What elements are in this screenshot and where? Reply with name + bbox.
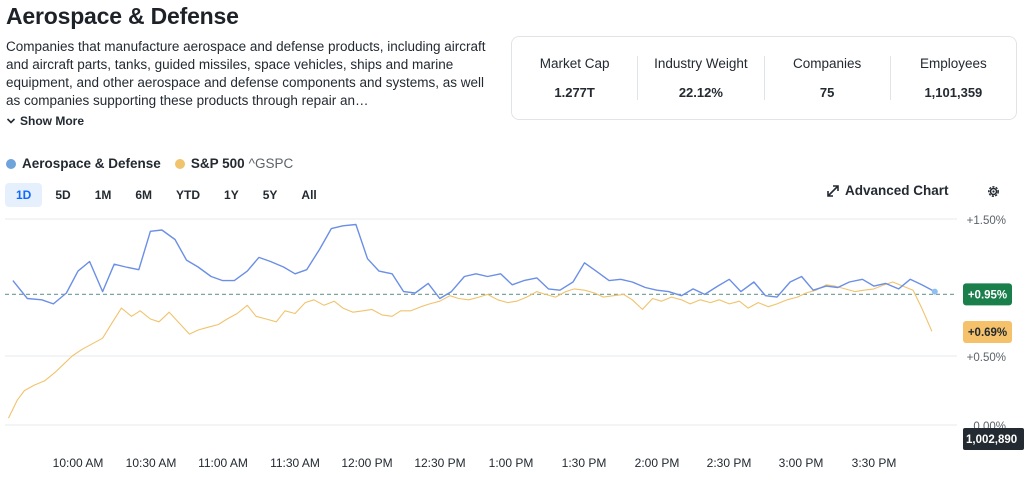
stat-industry-weight: Industry Weight 22.12%: [638, 56, 765, 100]
x-tick-label: 11:30 AM: [270, 456, 320, 470]
legend-sector-label: Aerospace & Defense: [22, 156, 161, 171]
stat-label: Companies: [792, 56, 862, 71]
stats-panel: Market Cap 1.277T Industry Weight 22.12%…: [511, 36, 1017, 120]
gear-icon[interactable]: [986, 184, 1001, 199]
stat-market-cap: Market Cap 1.277T: [512, 56, 639, 100]
legend-item-sector[interactable]: Aerospace & Defense: [6, 156, 161, 171]
stat-label: Market Cap: [539, 56, 610, 71]
range-selector: 1D 5D 1M 6M YTD 1Y 5Y All: [5, 183, 330, 207]
advanced-chart-label: Advanced Chart: [845, 183, 949, 198]
industry-description: Companies that manufacture aerospace and…: [6, 39, 486, 108]
range-ytd[interactable]: YTD: [176, 188, 201, 202]
sp500-line: [8, 281, 933, 419]
sector-line: [12, 223, 936, 305]
index-badge-bg: [963, 320, 1012, 343]
x-tick-label: 1:00 PM: [489, 456, 534, 470]
x-tick-label: 2:00 PM: [635, 456, 680, 470]
index-badge: +0.69%: [968, 327, 1007, 339]
legend-index-symbol: ^GSPC: [248, 156, 294, 171]
x-tick-label: 11:00 AM: [198, 456, 248, 470]
stat-value: 75: [819, 85, 835, 100]
range-all[interactable]: All: [301, 188, 317, 202]
index-dot-icon: [174, 158, 185, 169]
stat-value: 22.12%: [678, 85, 723, 100]
stat-value: 1.277T: [554, 85, 595, 100]
advanced-chart-button[interactable]: Advanced Chart: [827, 183, 949, 198]
y-tick-label: +1.50%: [967, 215, 1006, 227]
x-tick-label: 2:30 PM: [707, 456, 752, 470]
sector-dot-icon: [6, 158, 16, 169]
x-tick-label: 3:00 PM: [779, 456, 824, 470]
range-6m[interactable]: 6M: [135, 188, 153, 202]
x-tick-label: 12:30 PM: [414, 456, 465, 470]
stat-label: Employees: [919, 56, 987, 71]
stat-label: Industry Weight: [654, 56, 748, 71]
range-1y[interactable]: 1Y: [224, 188, 239, 202]
volume-badge: 1,002,890: [966, 434, 1017, 446]
sector-badge-bg: [963, 283, 1012, 306]
range-5d[interactable]: 5D: [55, 188, 71, 202]
stat-employees: Employees 1,101,359: [891, 56, 1016, 100]
stat-value: 1,101,359: [924, 85, 983, 100]
sector-end-dot: [931, 288, 938, 295]
range-5y[interactable]: 5Y: [262, 188, 278, 202]
legend-index-label: S&P 500: [190, 156, 245, 171]
volume-badge-bg: [963, 428, 1024, 450]
x-tick-label: 3:30 PM: [852, 456, 897, 470]
expand-arrows-icon: [827, 184, 839, 197]
range-1d[interactable]: 1D: [5, 183, 43, 207]
x-tick-label: 10:30 AM: [126, 456, 177, 470]
chart-legend: Aerospace & Defense S&P 500 ^GSPC: [6, 156, 307, 171]
stat-companies: Companies 75: [765, 56, 891, 100]
x-tick-label: 10:00 AM: [53, 456, 104, 470]
sector-badge: +0.95%: [968, 289, 1007, 301]
x-tick-label: 1:30 PM: [562, 456, 607, 470]
show-more-button[interactable]: Show More: [6, 114, 84, 128]
page-title: Aerospace & Defense: [6, 3, 239, 29]
price-chart[interactable]: +1.50%+0.50%0.00%10:00 AM 10:30 AM 11:00 A…: [0, 210, 1024, 477]
chevron-down-icon: [6, 118, 16, 124]
x-tick-label: 12:00 PM: [341, 456, 392, 470]
legend-item-index[interactable]: S&P 500 ^GSPC: [174, 156, 294, 171]
show-more-label: Show More: [20, 114, 85, 128]
range-1m[interactable]: 1M: [94, 188, 112, 202]
y-tick-label: +0.50%: [967, 352, 1006, 364]
